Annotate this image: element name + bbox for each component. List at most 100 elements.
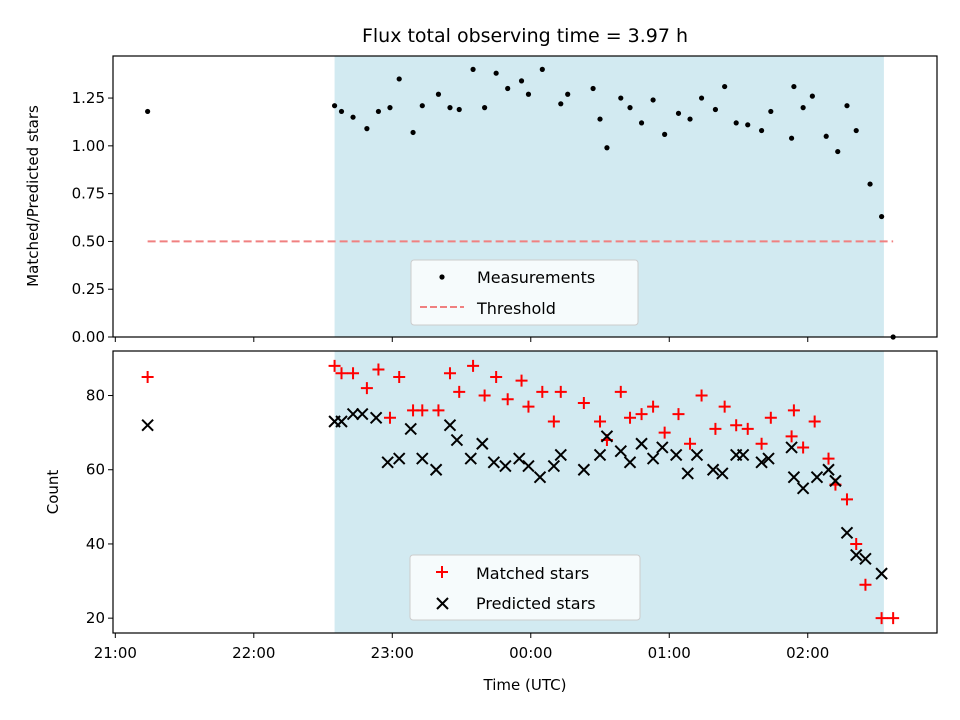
predicted-stars-point: [533, 470, 547, 484]
predicted-stars-point: [706, 463, 720, 476]
measurements-point: [758, 127, 765, 134]
measurements-point: [539, 66, 545, 72]
measurements-point: [338, 108, 345, 115]
measurements-point: [518, 78, 525, 84]
measurements-point: [800, 105, 806, 111]
matched-stars-point: [383, 411, 396, 424]
measurements-point: [722, 83, 728, 90]
predicted-stars-point: [513, 452, 526, 465]
matched-stars-point: [515, 374, 528, 387]
matched-stars-point: [536, 385, 549, 398]
predicted-stars-point: [356, 407, 369, 421]
predicted-stars-point: [646, 452, 660, 465]
y-tick-label: 80: [86, 387, 105, 405]
matched-stars-point: [787, 404, 800, 417]
count-panel: 20 40 60 80 Count Matched stars Predicted s…: [44, 350, 938, 638]
predicted-stars-point: [487, 456, 501, 469]
count-y-axis-label: Count: [44, 470, 62, 515]
predicted-stars-point: [656, 441, 669, 454]
predicted-stars-point: [404, 422, 417, 436]
predicted-stars-point: [690, 448, 704, 462]
y-tick-label: 60: [86, 461, 105, 479]
measurements-point: [456, 106, 462, 113]
matched-stars-point: [840, 493, 853, 506]
predicted-stars-point: [369, 411, 383, 424]
predicted-stars-point: [141, 419, 154, 432]
measurements-point: [823, 133, 829, 139]
matched-stars-point: [347, 367, 360, 380]
measurements-point: [565, 91, 571, 97]
measurements-point: [590, 85, 596, 92]
predicted-stars-point: [787, 470, 801, 484]
matched-stars-point: [393, 370, 406, 383]
threshold-legend-label: Threshold: [476, 299, 556, 318]
measurements-point: [638, 120, 645, 126]
matched-stars-point: [453, 385, 466, 398]
predicted-legend-marker: [436, 597, 449, 610]
chart-title: Flux total observing time = 3.97 h: [362, 25, 688, 47]
x-tick-label: 00:00: [509, 644, 552, 662]
count-marks: [141, 359, 900, 625]
matched-stars-point: [416, 404, 429, 417]
matched-stars-point: [658, 426, 671, 439]
x-tick-label: 01:00: [648, 644, 691, 662]
matched-stars-point: [614, 385, 627, 398]
measurements-point: [482, 105, 488, 111]
matched-stars-point: [547, 415, 560, 428]
measurements-point: [675, 110, 682, 116]
matched-stars-point: [478, 389, 491, 402]
measurements-point: [712, 106, 719, 113]
matched-stars-point: [443, 367, 456, 380]
predicted-stars-point: [716, 467, 729, 480]
measurements-point: [604, 145, 610, 151]
y-tick-label: 0.25: [72, 280, 105, 298]
matched-stars-point: [672, 408, 685, 421]
predicted-stars-point: [450, 433, 464, 447]
x-tick-label: 02:00: [786, 644, 829, 662]
y-tick-label: 1.00: [72, 137, 105, 155]
plot-frame: [112, 350, 938, 634]
ratio-marks: [145, 66, 896, 340]
predicted-stars-point: [335, 415, 348, 428]
x-tick-label: 23:00: [371, 644, 414, 662]
measurements-point: [435, 91, 442, 97]
predicted-stars-point: [600, 430, 614, 443]
matched-stars-point: [709, 422, 722, 435]
ratio-legend-box: [410, 259, 639, 326]
measurements-point: [364, 126, 370, 132]
predicted-stars-point: [669, 448, 683, 462]
matched-stars-point: [875, 612, 888, 625]
predicted-stars-point: [822, 463, 835, 476]
matched-legend-label: Matched stars: [476, 564, 589, 583]
measurements-point: [791, 83, 797, 90]
measurements-point: [597, 116, 603, 122]
predicted-stars-point: [681, 467, 694, 480]
matched-stars-point: [797, 441, 810, 454]
measurements-point: [662, 131, 668, 137]
measurements-point: [350, 114, 356, 120]
ratio-axes: 0.00 0.25 0.50 0.75 1.00 1.25: [72, 55, 938, 346]
measurements-point: [745, 122, 751, 128]
y-tick-label: 20: [86, 609, 105, 627]
predicted-stars-point: [522, 459, 535, 473]
predicted-stars-point: [796, 482, 810, 495]
matched-stars-point: [730, 419, 743, 432]
y-tick-label: 0.00: [72, 328, 105, 346]
matched-stars-point: [695, 389, 708, 402]
predicted-stars-point: [785, 441, 798, 454]
measurements-point: [419, 103, 425, 109]
matched-stars-point: [522, 400, 535, 413]
matched-stars-point: [718, 400, 731, 413]
matched-stars-point: [755, 437, 768, 450]
matched-stars-point: [372, 363, 385, 376]
predicted-stars-point: [593, 448, 607, 462]
matched-stars-point: [360, 382, 373, 395]
predicted-stars-point: [762, 452, 775, 465]
measurements-point: [835, 148, 841, 155]
measurements-point: [505, 85, 511, 92]
predicted-stars-point: [840, 526, 854, 540]
measurements-point: [768, 108, 774, 115]
predicted-stars-point: [755, 456, 768, 469]
count-legend-box: [409, 554, 641, 621]
